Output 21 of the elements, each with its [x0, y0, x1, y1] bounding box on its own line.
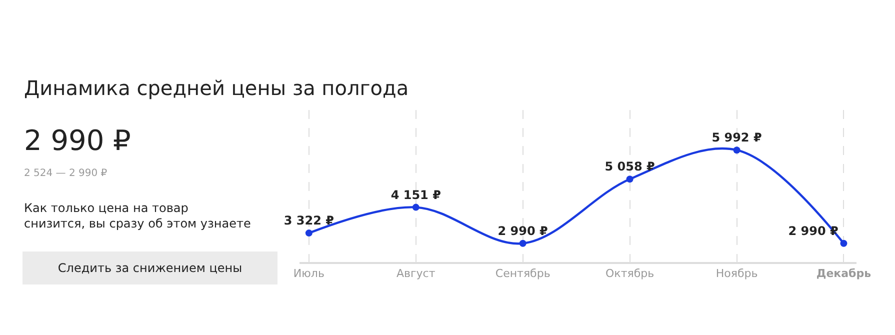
point	[840, 240, 848, 247]
text: Следить за снижением цены	[58, 261, 242, 275]
point	[305, 230, 312, 237]
data-label: 4 151 ₽	[390, 188, 441, 202]
x-tick-label: Октябрь	[606, 267, 654, 280]
x-tick-label: Июль	[293, 267, 324, 280]
x-tick-label: Август	[396, 267, 436, 280]
text: 2 990 ₽	[24, 124, 131, 157]
point	[733, 146, 740, 154]
point	[412, 204, 420, 211]
data-label: 2 990 ₽	[498, 224, 548, 238]
x-tick-label: Сентябрь	[495, 267, 550, 280]
x-tick-label: Ноябрь	[716, 267, 758, 280]
point	[626, 176, 634, 183]
data-label: 5 992 ₽	[712, 130, 762, 145]
point	[519, 240, 526, 247]
data-label: 3 322 ₽	[284, 214, 334, 228]
x-tick-label: Декабрь	[816, 267, 872, 280]
chart-title: Динамика средней цены за полгода	[24, 76, 409, 100]
text: Как только цена на товар снизится, вы сразу об этом узнаете	[24, 201, 251, 231]
text: 2 524 — 2 990 ₽	[24, 168, 108, 179]
